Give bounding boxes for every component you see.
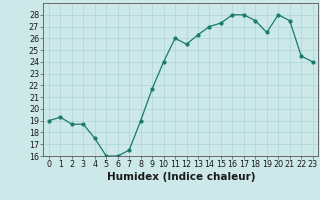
X-axis label: Humidex (Indice chaleur): Humidex (Indice chaleur): [107, 172, 255, 182]
